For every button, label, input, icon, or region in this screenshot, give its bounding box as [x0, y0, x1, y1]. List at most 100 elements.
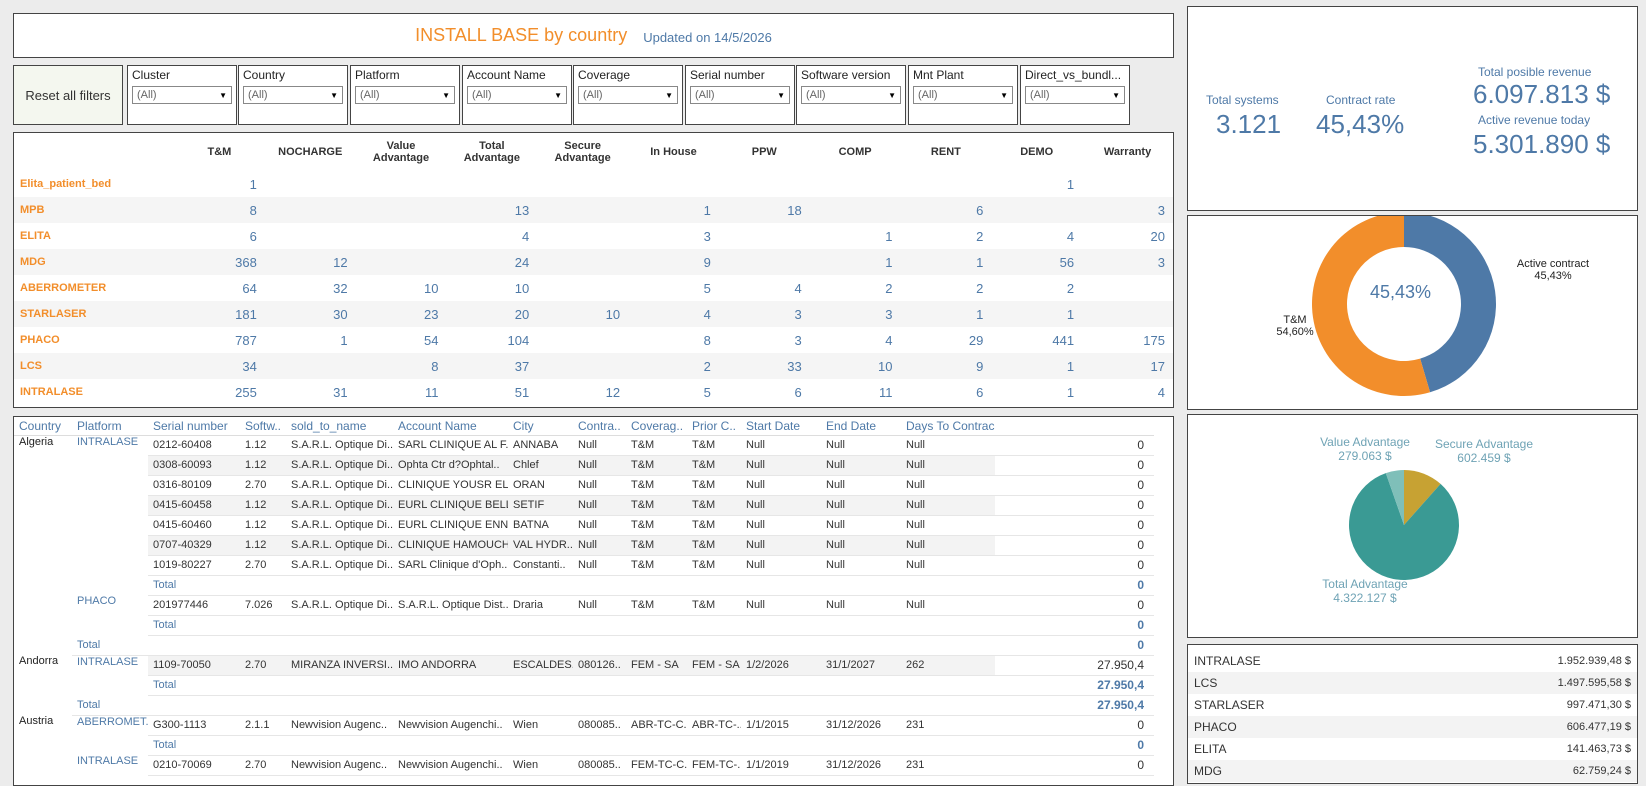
matrix-cell[interactable]: 54 — [423, 332, 439, 348]
matrix-col-header[interactable]: Value Advantage — [372, 140, 430, 164]
revenue-row[interactable]: LCS 1.497.595,58 $ — [1188, 672, 1637, 694]
matrix-cell[interactable]: 2 — [628, 353, 719, 379]
matrix-row-label[interactable]: PHACO — [20, 334, 60, 346]
matrix-cell[interactable]: 1 — [628, 197, 719, 223]
matrix-cell[interactable]: 1 — [249, 176, 257, 192]
matrix-cell[interactable]: 10 — [423, 280, 439, 296]
table-row[interactable]: INTRALASE 0210-70069 2.70 Newvision Augenc.… — [14, 755, 1154, 776]
matrix-cell[interactable] — [809, 197, 901, 223]
filter-dropdown[interactable]: (All) ▼ — [243, 86, 343, 104]
table-row[interactable]: 0415-60460 1.12 S.A.R.L. Optique Di.. EURL … — [14, 515, 1154, 536]
matrix-cell[interactable]: 181 — [174, 301, 265, 327]
matrix-cell[interactable]: 18 — [718, 197, 810, 223]
matrix-cell[interactable]: 51 — [514, 384, 530, 400]
matrix-row-label[interactable]: Elita_patient_bed — [20, 178, 112, 190]
matrix-cell[interactable]: 5 — [703, 280, 711, 296]
pie-slice-secure-advantage[interactable] — [1404, 470, 1441, 525]
detail-col-header[interactable]: Start Date — [741, 417, 821, 436]
table-row[interactable]: Total 0 — [14, 575, 1154, 596]
filter-dropdown[interactable]: (All) ▼ — [132, 86, 232, 104]
matrix-cell[interactable]: 33 — [718, 353, 810, 379]
matrix-cell[interactable] — [628, 171, 719, 197]
table-row[interactable]: Total 27.950,4 — [14, 675, 1154, 696]
matrix-cell[interactable] — [991, 197, 1083, 223]
filter-dropdown[interactable]: (All) ▼ — [690, 86, 790, 104]
matrix-cell[interactable]: 4 — [885, 332, 893, 348]
platform-cell[interactable]: PHACO — [77, 595, 117, 607]
matrix-cell[interactable]: 11 — [879, 384, 893, 400]
matrix-cell[interactable]: 64 — [242, 280, 257, 296]
matrix-cell[interactable]: 6 — [249, 228, 257, 244]
matrix-cell[interactable]: 24 — [446, 249, 538, 275]
matrix-cell[interactable]: 30 — [264, 301, 356, 327]
matrix-cell[interactable]: 8 — [174, 197, 265, 223]
matrix-cell[interactable]: 6 — [794, 384, 802, 400]
platform-cell[interactable]: INTRALASE — [77, 655, 139, 668]
matrix-col-header[interactable]: In House — [650, 146, 697, 158]
platform-cell[interactable]: INTRALASE — [77, 755, 139, 767]
matrix-cell[interactable]: 1 — [900, 301, 992, 327]
detail-col-header[interactable]: Softw.. — [240, 417, 286, 436]
matrix-cell[interactable]: 1 — [1066, 384, 1075, 400]
platform-cell[interactable] — [72, 455, 148, 475]
table-row[interactable]: Algeria INTRALASE 0212-60408 1.12 S.A.R.L. O… — [14, 435, 1154, 456]
matrix-cell[interactable]: 3 — [703, 228, 711, 244]
matrix-cell[interactable] — [537, 275, 628, 301]
detail-col-header[interactable]: Coverag.. — [626, 417, 687, 436]
matrix-col-header[interactable]: Warranty — [1103, 146, 1152, 158]
pie-slice-value-advantage[interactable] — [1385, 470, 1404, 525]
filter-dropdown[interactable]: (All) ▼ — [355, 86, 455, 104]
matrix-cell[interactable] — [1082, 275, 1173, 301]
filter-dropdown[interactable]: (All) ▼ — [801, 86, 901, 104]
table-row[interactable]: Total 0 — [14, 735, 1154, 756]
platform-cell[interactable]: INTRALASE — [77, 435, 139, 448]
matrix-cell[interactable]: 2 — [1066, 280, 1075, 296]
matrix-cell[interactable]: 3 — [1082, 249, 1173, 275]
matrix-cell[interactable] — [537, 353, 629, 379]
matrix-col-header[interactable]: T&M — [207, 146, 232, 158]
revenue-row[interactable]: INTRALASE 1.952.939,48 $ — [1188, 650, 1637, 672]
table-row[interactable]: Total 0 — [14, 635, 1154, 656]
matrix-cell[interactable]: 10 — [537, 301, 629, 327]
matrix-cell[interactable]: 37 — [446, 353, 538, 379]
matrix-cell[interactable]: 12 — [264, 249, 356, 275]
matrix-cell[interactable]: 8 — [355, 353, 447, 379]
matrix-cell[interactable] — [537, 327, 628, 353]
matrix-cell[interactable]: 6 — [900, 197, 992, 223]
matrix-cell[interactable]: 11 — [424, 384, 439, 400]
matrix-cell[interactable]: 441 — [1052, 332, 1075, 348]
matrix-col-header[interactable]: DEMO — [1020, 146, 1054, 158]
matrix-cell[interactable]: 34 — [174, 353, 265, 379]
matrix-cell[interactable]: 1 — [1066, 176, 1075, 192]
matrix-cell[interactable]: 13 — [446, 197, 538, 223]
detail-col-header[interactable]: Prior C.. — [687, 417, 741, 436]
matrix-row-label[interactable]: STARLASER — [14, 301, 174, 327]
matrix-cell[interactable]: 1 — [809, 249, 901, 275]
matrix-cell[interactable]: 1 — [885, 228, 893, 244]
detail-col-header[interactable]: Contra.. — [573, 417, 626, 436]
matrix-cell[interactable]: 1 — [991, 353, 1083, 379]
matrix-cell[interactable]: 9 — [900, 353, 992, 379]
matrix-cell[interactable]: 8 — [703, 332, 711, 348]
matrix-cell[interactable]: 56 — [991, 249, 1083, 275]
matrix-cell[interactable]: 3 — [1082, 197, 1173, 223]
matrix-row-label[interactable]: ABERROMETER — [20, 282, 107, 294]
matrix-cell[interactable]: 4 — [1066, 228, 1075, 244]
detail-col-header[interactable]: Country — [14, 417, 72, 436]
platform-cell[interactable] — [72, 495, 148, 515]
detail-col-header[interactable]: Days To Contrac.. — [901, 417, 995, 436]
matrix-cell[interactable] — [264, 353, 356, 379]
platform-cell[interactable] — [72, 555, 148, 575]
matrix-cell[interactable] — [1082, 171, 1173, 197]
matrix-cell[interactable] — [1082, 301, 1173, 327]
filter-dropdown[interactable]: (All) ▼ — [578, 86, 678, 104]
matrix-cell[interactable] — [719, 171, 810, 197]
matrix-col-header[interactable]: Secure Advantage — [554, 140, 611, 164]
matrix-cell[interactable]: 4 — [794, 280, 802, 296]
matrix-cell[interactable]: 3 — [718, 301, 810, 327]
platform-cell[interactable] — [72, 475, 148, 495]
matrix-cell[interactable] — [810, 171, 901, 197]
table-row[interactable]: Total 27.950,4 — [14, 695, 1154, 716]
matrix-cell[interactable]: 31 — [333, 384, 348, 400]
platform-cell[interactable] — [72, 515, 148, 535]
